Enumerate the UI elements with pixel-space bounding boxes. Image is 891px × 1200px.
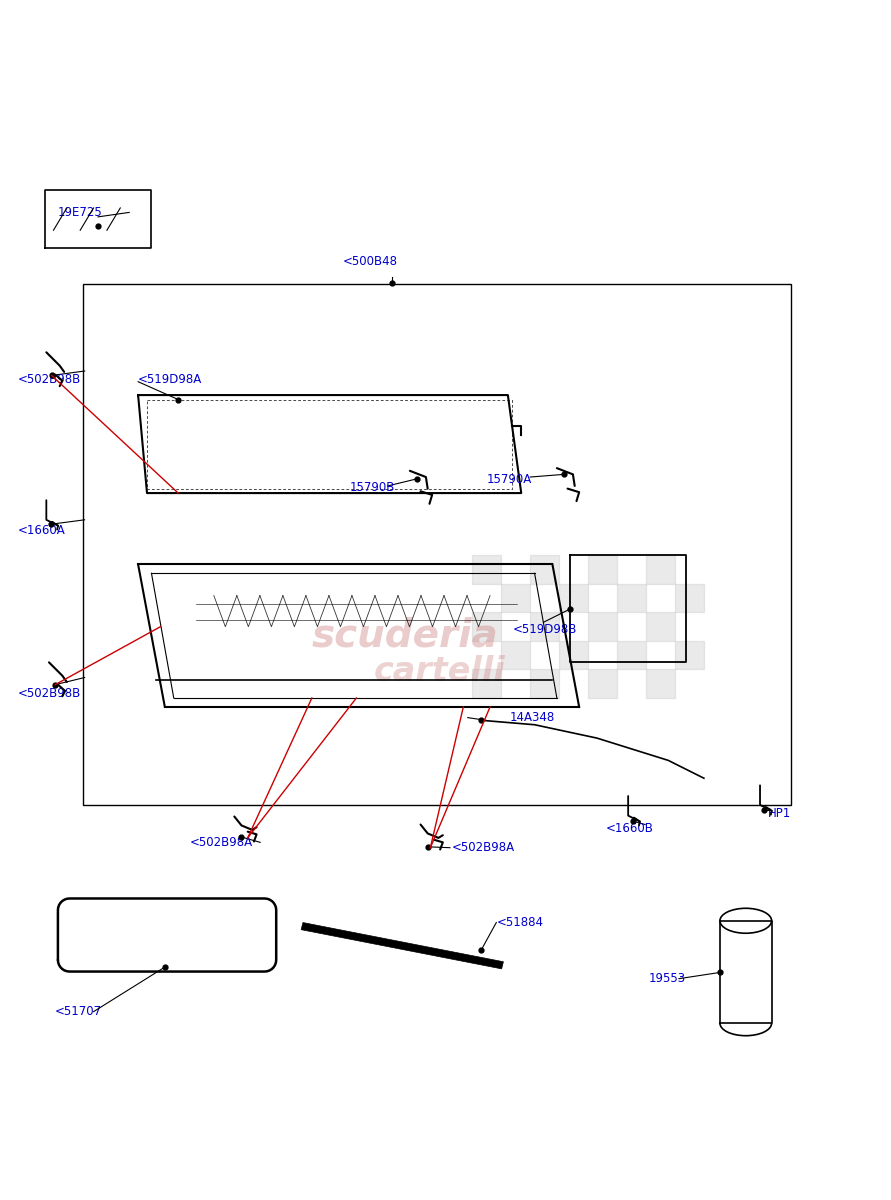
Text: <1660B: <1660B [606,822,654,834]
Bar [646,612,675,641]
Bar [472,612,501,641]
Bar [646,556,675,584]
Bar [675,641,704,670]
Bar [588,556,617,584]
Text: 14A348: 14A348 [510,712,555,724]
Text: <519D98A: <519D98A [138,373,202,386]
Bar [617,641,646,670]
Bar [560,641,588,670]
Text: <502B98B: <502B98B [18,372,81,385]
Bar [560,584,588,612]
Bar [501,584,530,612]
Bar [675,584,704,612]
Text: 15790A: 15790A [486,473,532,486]
Text: <502B98A: <502B98A [452,841,515,854]
Bar [501,641,530,670]
Text: <500B48: <500B48 [343,254,398,268]
Bar [530,556,560,584]
Bar [588,670,617,698]
Bar [83,283,791,805]
Text: 19553: 19553 [649,972,686,985]
Bar [646,670,675,698]
Text: <1660A: <1660A [18,524,66,538]
Text: <51707: <51707 [55,1006,102,1018]
Text: 19E725: 19E725 [58,206,102,218]
Text: HP1: HP1 [768,808,791,821]
Bar [617,584,646,612]
Text: scuderia: scuderia [312,617,499,655]
Text: <502B98B: <502B98B [18,688,81,700]
Bar [530,612,560,641]
Bar [588,612,617,641]
Text: <51884: <51884 [497,916,544,929]
Bar [530,670,560,698]
Text: <519D98B: <519D98B [512,623,576,636]
Polygon shape [301,923,503,968]
Text: 15790B: 15790B [350,481,396,494]
Bar [472,556,501,584]
Text: <502B98A: <502B98A [190,836,253,848]
Text: cartelli: cartelli [374,655,506,688]
Bar [472,670,501,698]
